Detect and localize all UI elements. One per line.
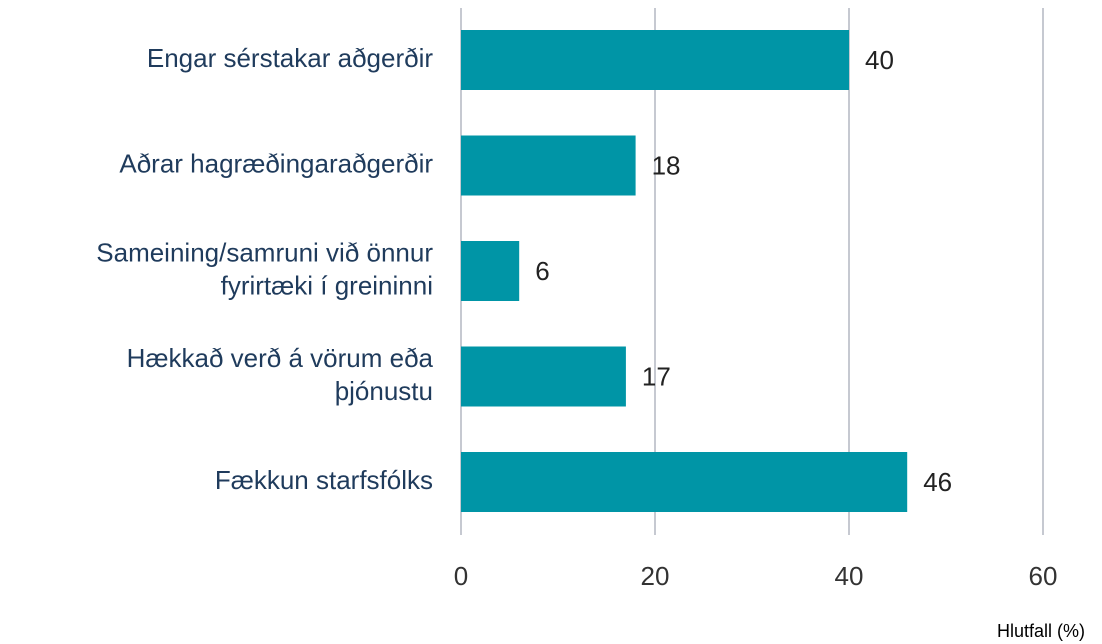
y-tick-label: Hækkað verð á vörum eða þjónustu	[127, 343, 434, 406]
x-tick-label: 60	[1029, 561, 1058, 591]
y-tick-label: Aðrar hagræðingaraðgerðir	[119, 148, 433, 178]
x-axis-label: Hlutfall (%)	[997, 621, 1085, 641]
bar	[461, 135, 636, 196]
x-tick-label: 0	[454, 561, 468, 591]
value-label: 17	[642, 361, 671, 391]
value-label: 40	[865, 45, 894, 75]
x-tick-label: 40	[835, 561, 864, 591]
value-label: 6	[535, 256, 549, 286]
value-label: 18	[652, 150, 681, 180]
y-tick-label: Sameining/samruni við önnur fyrirtæki í g…	[96, 237, 433, 300]
x-tick-label: 20	[641, 561, 670, 591]
y-tick-label: Fækkun starfsfólks	[215, 465, 433, 495]
bar	[461, 30, 849, 90]
bar	[461, 452, 908, 512]
bar	[461, 241, 520, 301]
bar	[461, 346, 626, 407]
value-label: 46	[923, 467, 952, 497]
y-tick-label: Engar sérstakar aðgerðir	[147, 43, 433, 73]
